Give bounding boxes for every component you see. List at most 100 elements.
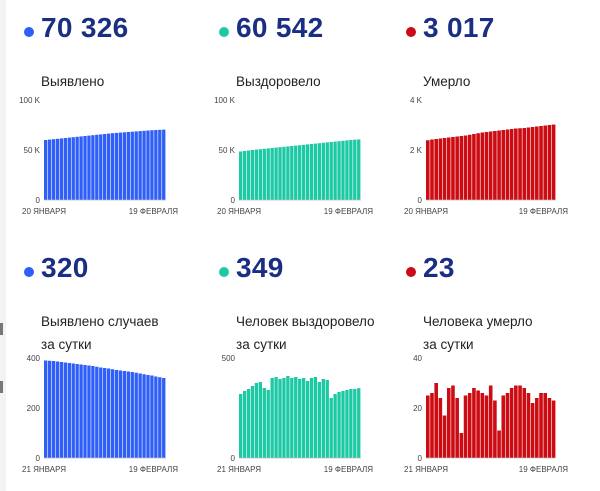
- bar: [434, 383, 438, 458]
- bar-chart: 0 20 40 21 ЯНВАРЯ 19 ФЕВРАЛЯ: [404, 354, 568, 474]
- bar: [130, 372, 134, 458]
- bar: [239, 394, 243, 458]
- bar: [242, 391, 247, 458]
- bar: [51, 361, 56, 458]
- edge-marker: [0, 323, 3, 335]
- bar: [99, 367, 103, 458]
- bar: [278, 379, 282, 458]
- x-tick-label: 20 ЯНВАРЯ: [404, 207, 448, 216]
- bar: [282, 378, 286, 458]
- bar: [446, 137, 451, 200]
- left-edge-strip: [0, 0, 6, 491]
- bar: [59, 138, 64, 200]
- bar: [438, 138, 443, 200]
- bar: [162, 129, 166, 200]
- bar: [146, 130, 150, 200]
- bar: [514, 128, 518, 200]
- bar: [430, 139, 434, 200]
- bar: [357, 139, 361, 200]
- bar-chart: 0 50 K 100 K 20 ЯНВАРЯ 19 ФЕВРАЛЯ: [214, 96, 373, 216]
- bar: [509, 388, 514, 458]
- bar: [526, 393, 531, 458]
- bar: [530, 127, 535, 200]
- bar: [535, 398, 539, 458]
- bar: [270, 378, 274, 458]
- bar: [274, 147, 278, 200]
- y-tick-label: 20: [413, 404, 422, 413]
- status-dot: [406, 267, 416, 277]
- y-tick-label: 0: [418, 196, 423, 205]
- bar: [294, 145, 298, 200]
- bar: [301, 378, 306, 458]
- bar: [341, 140, 345, 200]
- bar: [59, 362, 64, 458]
- bar: [71, 363, 75, 458]
- bar: [134, 372, 138, 458]
- bar-chart: 0 2 K 4 K 20 ЯНВАРЯ 19 ФЕВРАЛЯ: [404, 96, 568, 216]
- bar: [349, 140, 353, 200]
- bar: [118, 132, 123, 200]
- bar: [539, 393, 543, 458]
- bar: [357, 388, 361, 458]
- x-tick-label: 20 ЯНВАРЯ: [217, 207, 261, 216]
- y-tick-label: 100 K: [214, 96, 236, 105]
- bar: [246, 389, 251, 458]
- x-tick-label: 21 ЯНВАРЯ: [404, 465, 448, 474]
- bar: [329, 398, 333, 458]
- bar: [480, 132, 485, 200]
- bar: [246, 150, 251, 200]
- bar: [44, 140, 48, 200]
- bar: [353, 389, 357, 458]
- bar: [75, 136, 79, 200]
- bar: [63, 138, 68, 200]
- bar: [484, 395, 489, 458]
- bar: [518, 385, 522, 458]
- y-tick-label: 500: [222, 354, 236, 363]
- bar: [463, 135, 468, 200]
- label-line: Человека умерло: [423, 314, 533, 329]
- bar: [55, 138, 60, 200]
- bar: [345, 140, 349, 200]
- bar: [99, 134, 103, 200]
- bar: [446, 388, 451, 458]
- bar: [505, 393, 510, 458]
- bar-chart: 0 50 K 100 K 20 ЯНВАРЯ 19 ФЕВРАЛЯ: [19, 96, 178, 216]
- bar: [87, 135, 91, 200]
- bar: [75, 364, 79, 458]
- bar: [122, 132, 127, 200]
- bar: [309, 144, 314, 200]
- bar: [459, 136, 464, 200]
- big-number: 3 017: [423, 12, 495, 43]
- bar: [467, 393, 472, 458]
- bar: [134, 131, 138, 200]
- bar: [106, 368, 111, 458]
- x-tick-label: 21 ЯНВАРЯ: [22, 465, 66, 474]
- status-dot: [24, 267, 34, 277]
- bar: [333, 141, 337, 200]
- bar: [290, 146, 294, 200]
- bar: [493, 400, 497, 458]
- bar: [313, 143, 318, 200]
- y-tick-label: 50 K: [24, 146, 41, 155]
- y-tick-label: 0: [231, 454, 236, 463]
- edge-marker: [0, 381, 3, 393]
- x-tick-label: 19 ФЕВРАЛЯ: [519, 465, 568, 474]
- x-tick-label: 19 ФЕВРАЛЯ: [129, 465, 178, 474]
- bar: [63, 362, 68, 458]
- bar: [286, 376, 290, 458]
- bar: [514, 385, 518, 458]
- bar: [270, 148, 274, 200]
- bar: [298, 379, 302, 458]
- bar: [118, 370, 123, 458]
- bar: [353, 139, 357, 200]
- bar: [150, 375, 154, 458]
- bar: [130, 131, 134, 200]
- big-number: 23: [423, 252, 455, 283]
- bar: [103, 134, 107, 200]
- metric-label: Умерло: [423, 70, 598, 93]
- label-line: за сутки: [423, 337, 474, 352]
- bar: [294, 377, 298, 458]
- x-tick-label: 19 ФЕВРАЛЯ: [324, 465, 373, 474]
- bar: [44, 360, 48, 458]
- bar: [282, 146, 286, 200]
